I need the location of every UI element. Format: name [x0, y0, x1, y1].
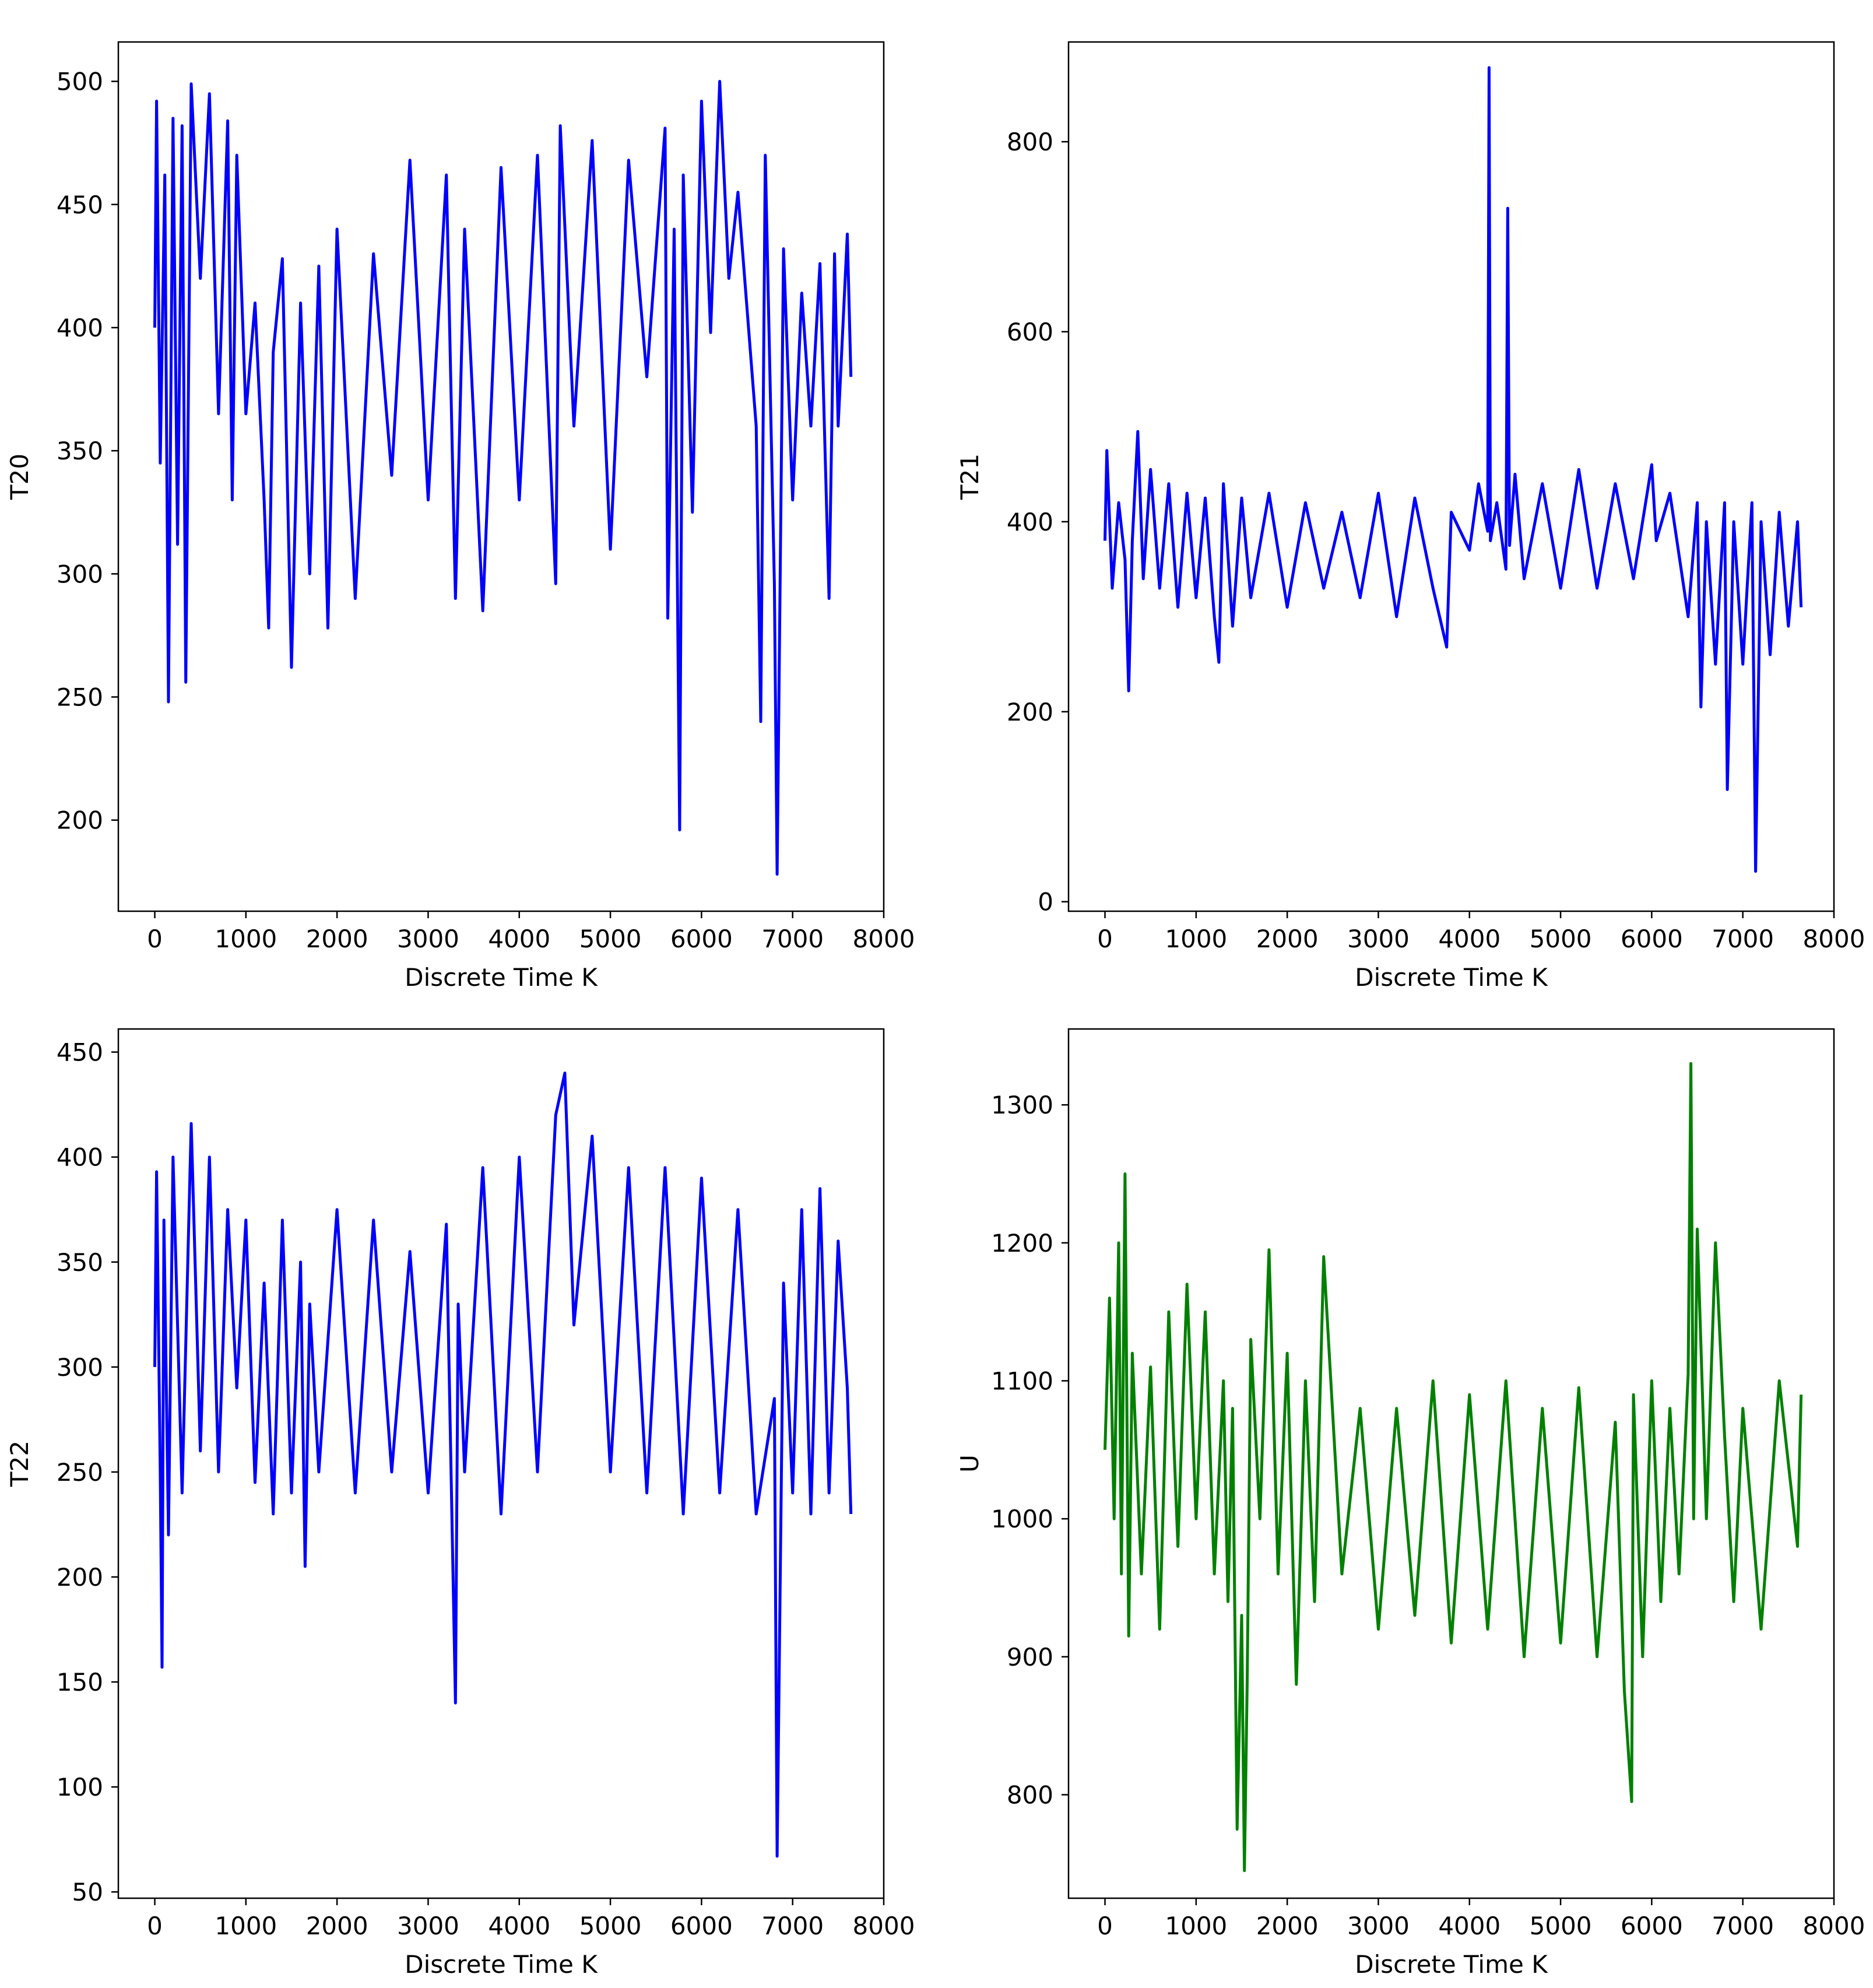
panel-t22: 0 1000 2000 3000 4000 5000 6000 7000 8000 50 100 15… — [5, 1028, 915, 1979]
x-tick-label: 3000 — [1347, 1912, 1410, 1940]
y-tick-label: 900 — [1007, 1643, 1053, 1671]
x-axis-label: Discrete Time K — [405, 963, 598, 992]
x-tick-label: 2000 — [1256, 925, 1319, 953]
x-tick-label: 2000 — [306, 925, 368, 953]
y-axis-label: U — [955, 1455, 984, 1473]
panel-u: 0 1000 2000 3000 4000 5000 6000 7000 8000 800 900 1… — [955, 1028, 1865, 1979]
y-tick-label: 1300 — [991, 1091, 1053, 1119]
x-tick-label: 7000 — [761, 925, 824, 953]
y-tick-label: 1200 — [991, 1229, 1053, 1258]
series-line — [153, 80, 853, 876]
x-tick-label: 8000 — [1803, 925, 1865, 953]
y-tick-label: 450 — [57, 191, 103, 219]
x-tick-label: 0 — [1097, 925, 1113, 953]
series-line — [1104, 1062, 1803, 1873]
x-tick-label: 8000 — [853, 925, 915, 953]
x-tick-label: 4000 — [1438, 925, 1500, 953]
y-tick-label: 350 — [57, 437, 103, 465]
y-tick-label: 200 — [57, 1563, 103, 1592]
x-tick-label: 5000 — [1530, 925, 1592, 953]
y-tick-label: 50 — [72, 1878, 103, 1906]
y-tick-label: 800 — [1007, 128, 1053, 156]
x-tick-label: 7000 — [1712, 1912, 1774, 1940]
y-tick-label: 200 — [1007, 698, 1053, 726]
y-axis-label: T21 — [955, 454, 984, 500]
x-tick-label: 5000 — [1530, 1912, 1592, 1940]
x-tick-label: 1000 — [1165, 1912, 1227, 1940]
y-tick-label: 600 — [1007, 318, 1053, 346]
y-tick-label: 800 — [1007, 1781, 1053, 1810]
x-axis-label: Discrete Time K — [1355, 963, 1548, 992]
series-line — [153, 1072, 853, 1858]
x-tick-label: 1000 — [215, 1912, 277, 1940]
y-axis-label: T20 — [5, 454, 34, 500]
plot-frame — [117, 1028, 885, 1899]
x-tick-label: 2000 — [1256, 1912, 1319, 1940]
x-axis-label: Discrete Time K — [1355, 1950, 1548, 1979]
x-tick-label: 6000 — [670, 1912, 733, 1940]
x-tick-label: 6000 — [1621, 925, 1683, 953]
plot-frame — [1067, 41, 1835, 912]
x-tick-label: 2000 — [306, 1912, 368, 1940]
y-tick-label: 1000 — [991, 1505, 1053, 1533]
y-tick-label: 400 — [57, 1143, 103, 1172]
panel-t20: 0 1000 2000 3000 4000 5000 6000 7000 8000 200 250 3… — [5, 41, 915, 992]
series-line — [1104, 66, 1803, 873]
x-tick-label: 5000 — [579, 1912, 642, 1940]
x-tick-label: 0 — [1097, 1912, 1113, 1940]
y-tick-label: 250 — [57, 683, 103, 712]
x-tick-label: 8000 — [1803, 1912, 1865, 1940]
y-tick-label: 0 — [1038, 888, 1053, 916]
x-tick-label: 1000 — [215, 925, 277, 953]
y-axis-label: T22 — [5, 1441, 34, 1487]
x-tick-label: 7000 — [761, 1912, 824, 1940]
x-tick-label: 3000 — [1347, 925, 1410, 953]
x-tick-label: 4000 — [1438, 1912, 1500, 1940]
x-tick-label: 3000 — [397, 1912, 459, 1940]
x-tick-label: 0 — [147, 925, 163, 953]
y-tick-label: 300 — [57, 560, 103, 588]
y-tick-label: 350 — [57, 1248, 103, 1277]
x-tick-label: 6000 — [670, 925, 733, 953]
x-tick-label: 4000 — [488, 1912, 550, 1940]
y-tick-label: 450 — [57, 1038, 103, 1067]
plot-frame — [117, 41, 885, 912]
x-tick-label: 3000 — [397, 925, 459, 953]
y-tick-label: 500 — [57, 68, 103, 96]
y-tick-label: 100 — [57, 1773, 103, 1801]
panel-t21: 0 1000 2000 3000 4000 5000 6000 7000 8000 0 200 400… — [955, 41, 1865, 992]
y-tick-label: 300 — [57, 1353, 103, 1382]
x-tick-label: 5000 — [579, 925, 642, 953]
x-tick-label: 6000 — [1621, 1912, 1683, 1940]
y-tick-label: 200 — [57, 806, 103, 835]
x-tick-label: 7000 — [1712, 925, 1774, 953]
x-axis-label: Discrete Time K — [405, 1950, 598, 1979]
y-tick-label: 150 — [57, 1668, 103, 1697]
y-tick-label: 400 — [1007, 508, 1053, 536]
y-tick-label: 400 — [57, 314, 103, 342]
x-tick-label: 1000 — [1165, 925, 1227, 953]
x-tick-label: 0 — [147, 1912, 163, 1940]
x-tick-label: 4000 — [488, 925, 550, 953]
plot-frame — [1067, 1028, 1835, 1899]
y-tick-label: 1100 — [991, 1367, 1053, 1396]
y-tick-label: 250 — [57, 1458, 103, 1487]
x-tick-label: 8000 — [853, 1912, 915, 1940]
